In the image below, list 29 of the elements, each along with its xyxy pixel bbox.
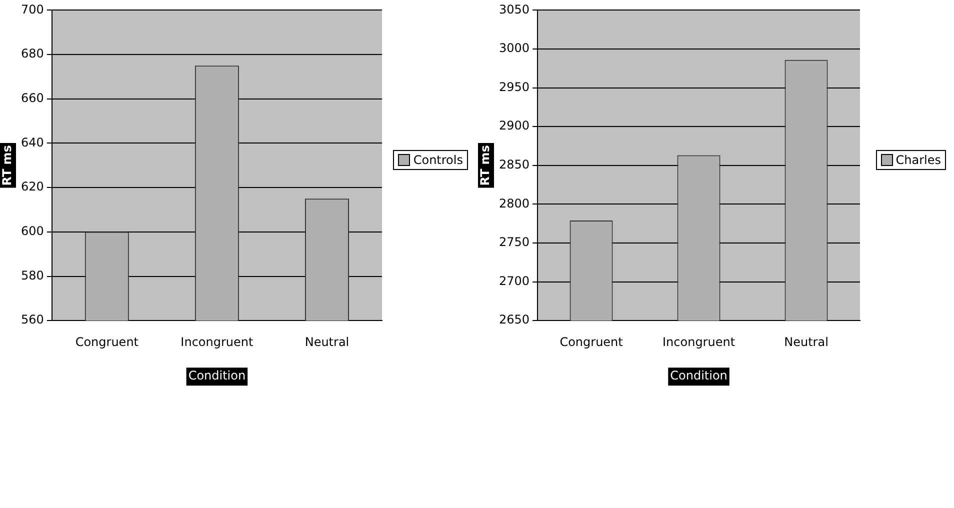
x-axis-title: Condition bbox=[670, 368, 728, 383]
y-tick-label: 660 bbox=[21, 91, 44, 106]
y-tick-label: 700 bbox=[21, 2, 44, 16]
x-tick-label: Incongruent bbox=[180, 334, 254, 349]
y-tick-label: 2700 bbox=[498, 274, 530, 288]
y-tick-label: 640 bbox=[21, 135, 44, 150]
y-tick-label: 600 bbox=[21, 224, 44, 238]
y-tick-label: 3000 bbox=[498, 41, 530, 56]
y-tick-label: 2950 bbox=[498, 80, 530, 94]
y-tick-label: 3050 bbox=[498, 2, 530, 16]
x-tick-label: Neutral bbox=[304, 334, 350, 349]
text: Controls bbox=[413, 153, 463, 167]
y-tick-label: 2650 bbox=[498, 312, 530, 327]
x-tick-label: Incongruent bbox=[662, 334, 736, 349]
y-axis-title: RT ms bbox=[478, 145, 492, 186]
y-tick-label: 580 bbox=[21, 268, 44, 282]
y-tick-label: 2850 bbox=[498, 158, 530, 172]
y-tick-label: 2750 bbox=[498, 235, 530, 250]
y-tick-label: 560 bbox=[21, 312, 44, 327]
x-tick-label: Neutral bbox=[784, 334, 828, 349]
y-tick-label: 680 bbox=[21, 46, 44, 61]
x-axis-title: Condition bbox=[188, 368, 246, 383]
y-tick-label: 620 bbox=[21, 180, 44, 194]
y-axis-title: RT ms bbox=[0, 145, 14, 186]
y-tick-label: 2800 bbox=[498, 196, 530, 210]
x-tick-label: Congruent bbox=[75, 334, 139, 349]
x-tick-label: Congruent bbox=[560, 334, 624, 349]
y-tick-label: 2900 bbox=[498, 118, 530, 133]
text: Charles bbox=[896, 153, 941, 167]
